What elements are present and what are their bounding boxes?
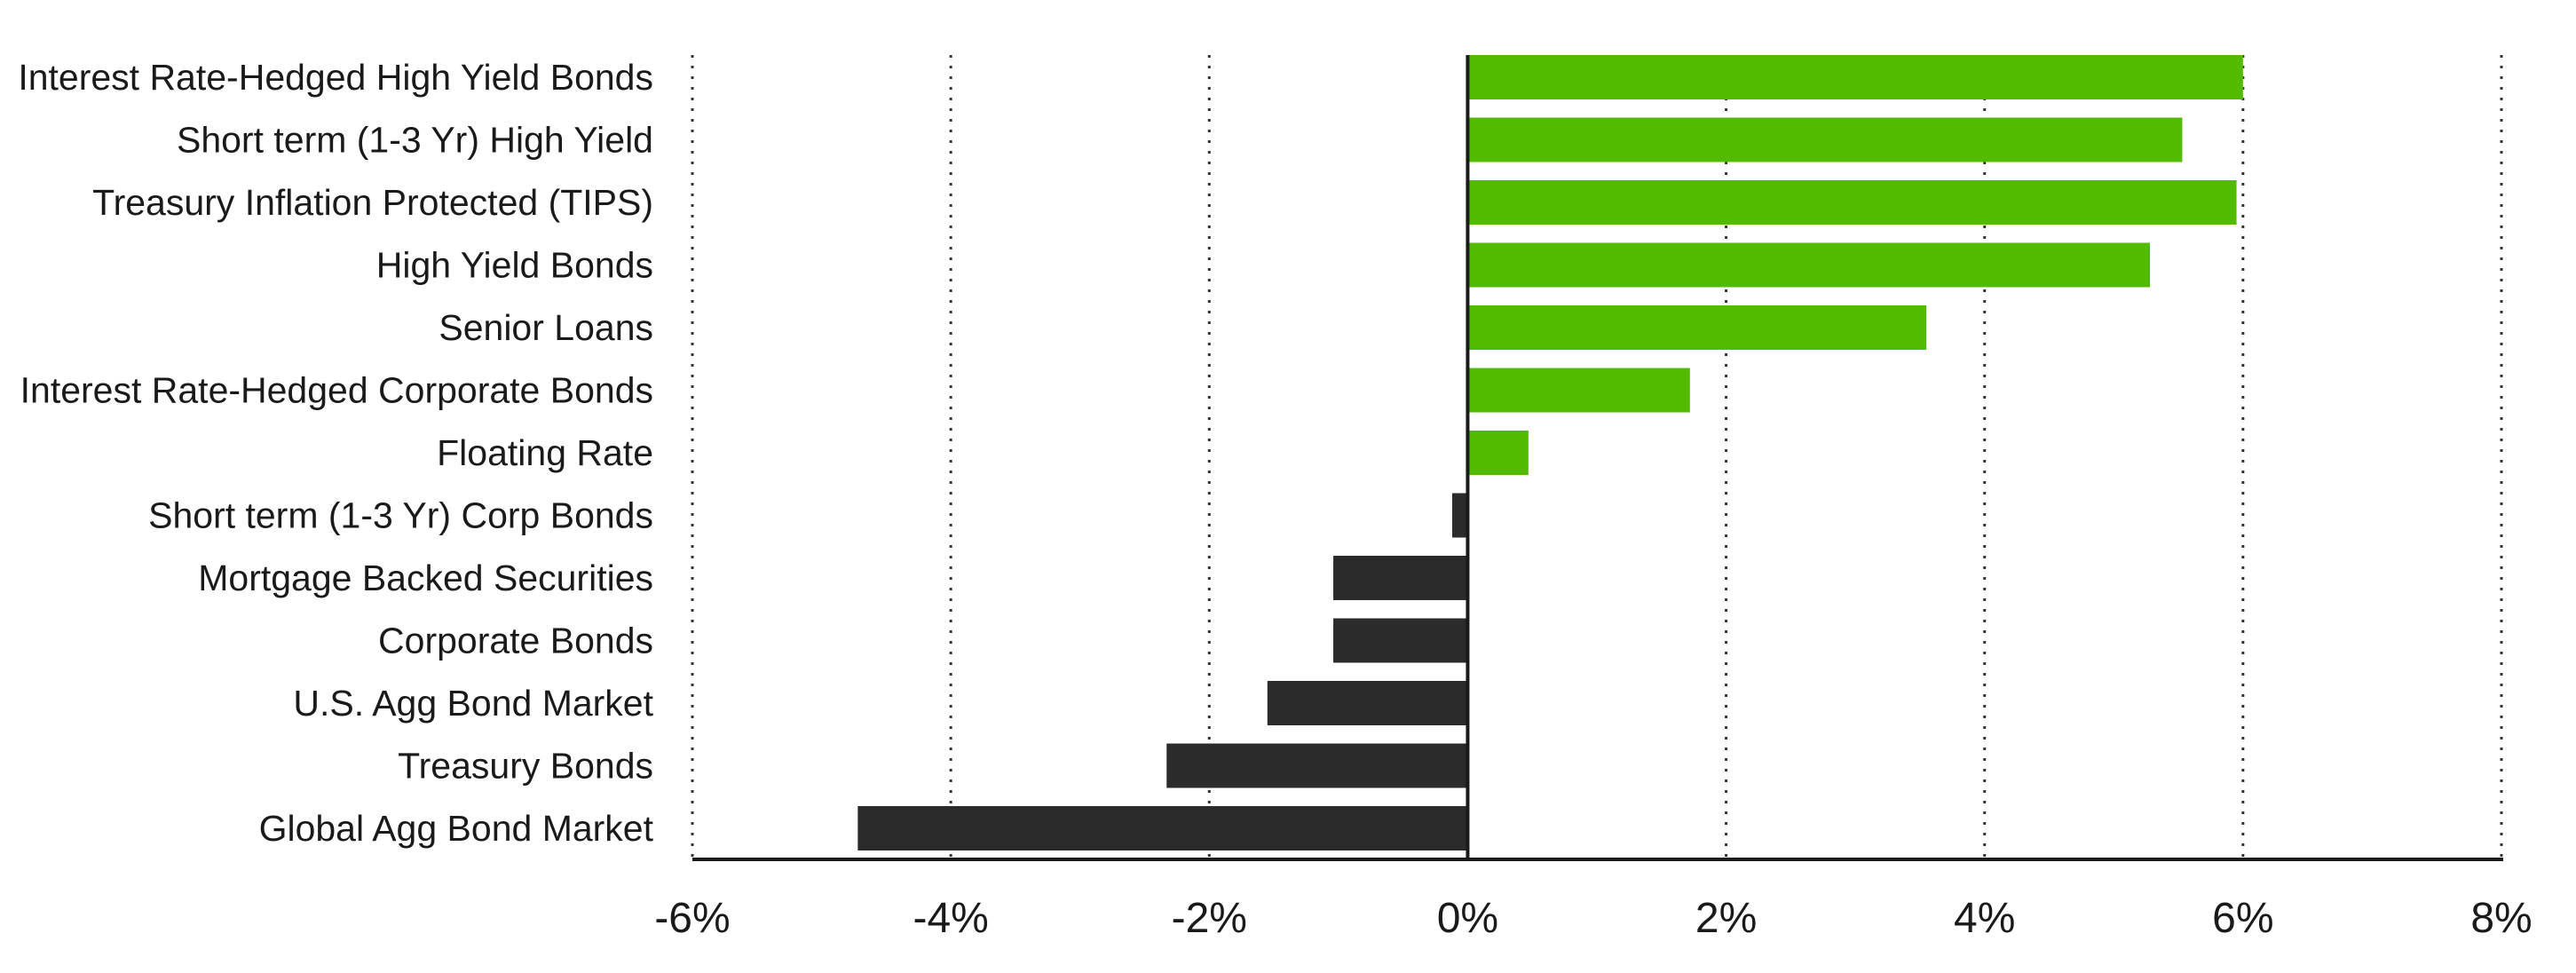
category-label: Mortgage Backed Securities	[198, 558, 653, 598]
x-tick-labels: -6% -4% -2% 0% 2% 4% 6% 8%	[654, 895, 2532, 942]
category-label: Short term (1-3 Yr) High Yield	[177, 120, 653, 161]
bar	[1451, 493, 1468, 538]
category-label: Global Agg Bond Market	[259, 808, 654, 849]
bar	[1333, 618, 1468, 663]
gridlines	[691, 55, 2503, 859]
category-label: Treasury Inflation Protected (TIPS)	[92, 182, 653, 223]
bar	[1333, 556, 1468, 600]
axes	[692, 55, 2503, 861]
x-tick-label: -2%	[1172, 895, 1247, 942]
bars	[857, 55, 2243, 850]
bar	[1467, 431, 1529, 475]
x-tick-label: -6%	[654, 895, 730, 942]
category-label: U.S. Agg Bond Market	[293, 683, 653, 724]
x-tick-label: -4%	[913, 895, 988, 942]
bar	[1467, 55, 2243, 99]
category-label: Short term (1-3 Yr) Corp Bonds	[148, 495, 653, 536]
x-tick-label: 6%	[2212, 895, 2273, 942]
bar	[1467, 368, 1690, 413]
bar	[1267, 681, 1468, 725]
category-labels: Interest Rate-Hedged High Yield Bonds Sho…	[18, 57, 653, 849]
bar	[1166, 743, 1468, 788]
category-label: Interest Rate-Hedged Corporate Bonds	[20, 370, 653, 411]
bar	[1467, 117, 2183, 162]
bar	[1467, 180, 2237, 225]
x-tick-label: 0%	[1437, 895, 1498, 942]
category-label: Interest Rate-Hedged High Yield Bonds	[18, 57, 653, 98]
category-label: Corporate Bonds	[378, 621, 653, 661]
category-label: High Yield Bonds	[376, 245, 653, 286]
category-label: Treasury Bonds	[398, 746, 653, 787]
x-tick-label: 4%	[1954, 895, 2015, 942]
category-label: Floating Rate	[437, 432, 653, 473]
bar	[1467, 242, 2151, 288]
x-tick-label: 8%	[2470, 895, 2532, 942]
bar	[857, 806, 1468, 850]
category-label: Senior Loans	[439, 307, 653, 348]
bar	[1467, 305, 1927, 350]
x-tick-label: 2%	[1695, 895, 1757, 942]
